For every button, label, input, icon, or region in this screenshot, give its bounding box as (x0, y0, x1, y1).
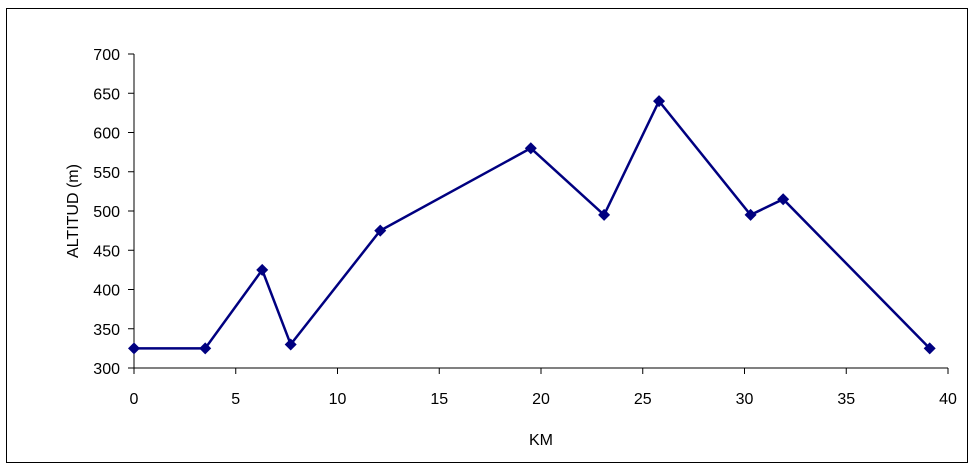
data-point-marker (284, 338, 297, 351)
y-tick-label: 450 (93, 243, 120, 260)
y-axis-title: ALTITUD (m) (65, 164, 82, 258)
data-point-marker (374, 224, 387, 237)
x-axis-title: KM (529, 432, 553, 449)
y-tick-label: 500 (93, 204, 120, 221)
y-tick-label: 600 (93, 126, 120, 143)
data-point-marker (653, 95, 666, 108)
x-tick-label: 30 (736, 391, 754, 408)
x-tick-label: 0 (130, 391, 139, 408)
data-point-marker (923, 342, 936, 355)
data-point-marker (256, 263, 269, 276)
chart-frame (6, 8, 968, 463)
data-point-marker (199, 342, 212, 355)
x-tick-label: 35 (837, 391, 855, 408)
x-tick-label: 25 (634, 391, 652, 408)
y-tick-label: 300 (93, 361, 120, 378)
x-tick-label: 15 (430, 391, 448, 408)
x-tick-label: 5 (231, 391, 240, 408)
y-tick-label: 400 (93, 283, 120, 300)
data-point-marker (524, 142, 537, 155)
axes (133, 54, 948, 369)
x-tick-label: 20 (532, 391, 550, 408)
x-ticks: 0 5 10 15 20 25 30 35 40 (130, 368, 957, 408)
data-point-marker (598, 208, 611, 221)
y-ticks: 300 350 400 450 500 550 600 650 700 (93, 47, 134, 378)
x-tick-label: 40 (939, 391, 957, 408)
data-point-marker (128, 342, 140, 355)
data-point-marker (777, 193, 790, 206)
y-tick-label: 650 (93, 86, 120, 103)
y-tick-label: 700 (93, 47, 120, 64)
series-line (134, 98, 931, 350)
data-point-marker (744, 208, 757, 221)
series-layer (128, 95, 936, 355)
y-tick-label: 550 (93, 165, 120, 182)
x-tick-label: 10 (329, 391, 347, 408)
y-tick-label: 350 (93, 322, 120, 339)
